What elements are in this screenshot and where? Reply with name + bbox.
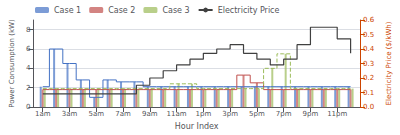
svg-text:1am: 1am [35, 110, 51, 118]
svg-text:8: 8 [26, 26, 30, 34]
svg-text:0.0: 0.0 [363, 103, 374, 111]
svg-text:3am: 3am [62, 110, 78, 118]
svg-text:Electricity Price: Electricity Price [218, 6, 280, 15]
svg-text:6: 6 [26, 45, 31, 53]
svg-text:0.2: 0.2 [363, 74, 374, 82]
svg-text:Power Consumption (kW): Power Consumption (kW) [8, 19, 16, 108]
svg-text:11pm: 11pm [327, 110, 347, 118]
svg-text:7pm: 7pm [276, 110, 292, 118]
svg-text:0.5: 0.5 [363, 31, 374, 39]
svg-text:0.4: 0.4 [363, 45, 375, 53]
svg-text:9pm: 9pm [303, 110, 319, 118]
svg-text:0: 0 [26, 103, 30, 111]
svg-text:Electricity Price ($/kWh): Electricity Price ($/kWh) [385, 21, 393, 105]
svg-text:Case 2: Case 2 [108, 6, 135, 15]
svg-text:2: 2 [26, 84, 30, 92]
svg-text:0.3: 0.3 [363, 60, 374, 68]
svg-text:5pm: 5pm [249, 110, 265, 118]
svg-text:7am: 7am [115, 110, 131, 118]
svg-text:Case 3: Case 3 [162, 6, 189, 15]
svg-text:4: 4 [26, 64, 31, 72]
svg-text:1pm: 1pm [195, 110, 211, 118]
svg-text:0.6: 0.6 [363, 16, 375, 24]
svg-text:11am: 11am [167, 110, 187, 118]
svg-text:Case 1: Case 1 [54, 6, 81, 15]
svg-text:3pm: 3pm [222, 110, 238, 118]
svg-text:Hour Index: Hour Index [175, 122, 219, 131]
svg-text:5am: 5am [88, 110, 104, 118]
svg-text:9am: 9am [142, 110, 158, 118]
svg-text:0.1: 0.1 [363, 89, 374, 97]
